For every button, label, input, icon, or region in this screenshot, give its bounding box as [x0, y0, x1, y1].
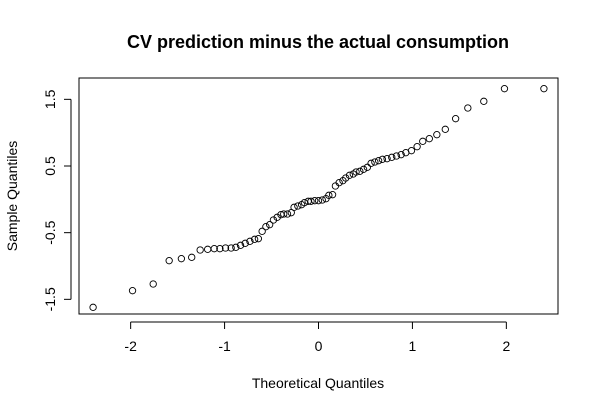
data-point: [451, 115, 460, 123]
x-tick-label: -1: [218, 338, 231, 354]
data-point: [318, 196, 326, 204]
data-point: [210, 245, 218, 253]
data-point: [232, 243, 240, 251]
data-point: [433, 131, 441, 139]
data-point: [258, 227, 266, 235]
data-point: [290, 203, 298, 211]
data-point: [266, 221, 274, 229]
data-point: [331, 182, 340, 190]
data-point: [216, 245, 224, 253]
data-point: [342, 174, 350, 182]
x-axis: -2 -1 0 1 2: [124, 321, 510, 354]
data-point: [356, 167, 364, 175]
x-tick-label: -2: [124, 338, 137, 354]
data-points: [89, 85, 548, 311]
data-point: [425, 135, 433, 143]
data-point: [367, 159, 375, 167]
data-point: [352, 168, 360, 176]
plot-frame: [78, 77, 559, 315]
data-point: [307, 197, 315, 205]
data-point: [480, 97, 488, 105]
data-point: [254, 235, 263, 243]
data-point: [464, 104, 472, 112]
data-point: [374, 157, 383, 165]
y-axis-label: Sample Quantiles: [4, 141, 20, 252]
data-point: [262, 223, 270, 231]
data-point: [188, 253, 196, 261]
data-point: [397, 151, 405, 159]
data-point: [294, 202, 302, 210]
data-point: [165, 257, 173, 265]
data-point: [345, 171, 354, 179]
data-point: [236, 241, 245, 249]
x-tick-label: 0: [315, 338, 323, 354]
x-tick-label: 1: [409, 338, 417, 354]
data-point: [392, 152, 401, 160]
data-point: [441, 125, 449, 133]
y-tick-label: 1.5: [42, 89, 58, 109]
x-axis-label: Theoretical Quantiles: [252, 375, 384, 391]
data-point: [359, 165, 368, 173]
data-point: [280, 210, 288, 218]
data-point: [241, 239, 249, 247]
data-point: [273, 213, 281, 221]
data-point: [378, 155, 387, 163]
data-point: [407, 147, 416, 155]
data-point: [227, 244, 235, 252]
data-point: [196, 246, 204, 254]
data-point: [500, 85, 509, 93]
data-point: [128, 287, 137, 295]
data-point: [419, 137, 427, 145]
data-point: [204, 245, 212, 253]
chart-title: CV prediction minus the actual consumpti…: [127, 32, 509, 52]
data-point: [314, 197, 323, 205]
data-point: [283, 210, 292, 218]
data-point: [269, 216, 278, 224]
data-point: [363, 163, 371, 171]
data-point: [335, 179, 343, 187]
y-tick-label: -1.5: [42, 287, 58, 311]
data-point: [328, 191, 337, 199]
data-point: [246, 237, 254, 245]
data-point: [413, 143, 421, 151]
data-point: [177, 255, 186, 263]
data-point: [221, 244, 230, 252]
data-point: [371, 158, 379, 166]
y-tick-label: -0.5: [42, 220, 58, 244]
data-point: [388, 153, 396, 161]
data-point: [149, 280, 157, 288]
y-axis: -1.5 -0.5 0.5 1.5: [42, 89, 72, 311]
data-point: [311, 197, 319, 205]
data-point: [250, 235, 259, 243]
y-tick-label: 0.5: [42, 156, 58, 176]
data-point: [89, 303, 97, 311]
data-point: [325, 191, 333, 199]
data-point: [540, 85, 548, 93]
x-tick-label: 2: [502, 338, 510, 354]
data-point: [383, 155, 391, 163]
